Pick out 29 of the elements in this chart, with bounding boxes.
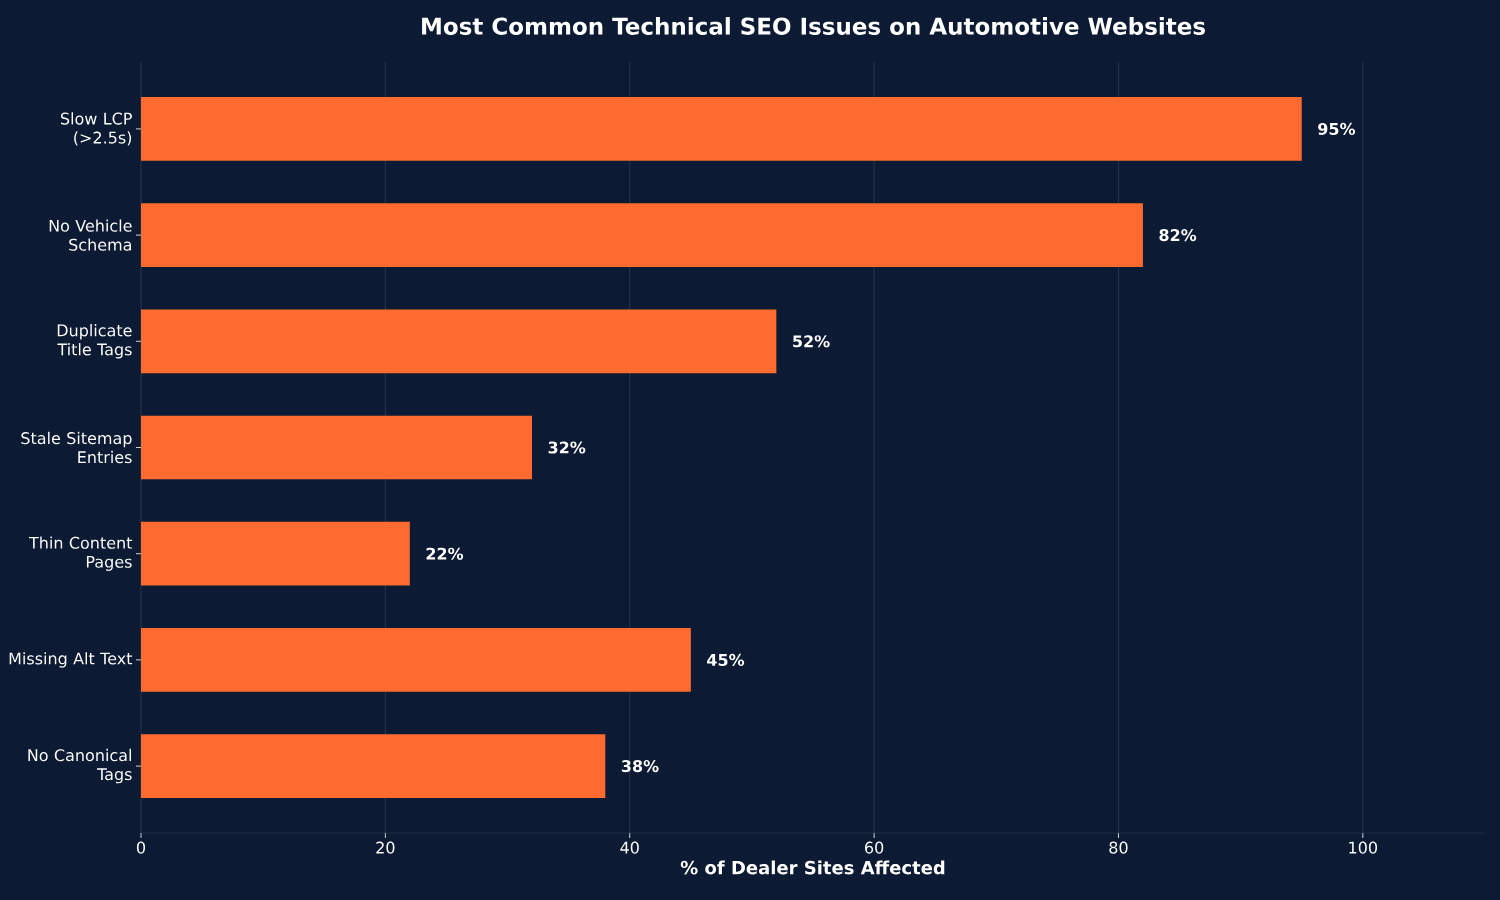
y-tick-label: Duplicate Title Tags bbox=[57, 324, 132, 359]
data-label: 82% bbox=[1159, 229, 1197, 242]
data-label: 22% bbox=[426, 547, 464, 560]
data-label: 52% bbox=[793, 335, 830, 348]
chart-title: Most Common Technical SEO Issues on Automotive Websites bbox=[422, 17, 1205, 35]
bar bbox=[141, 97, 1302, 161]
x-tick-label: 100 bbox=[1349, 841, 1378, 854]
y-tick-label: Thin Content Pages bbox=[28, 536, 133, 571]
bar bbox=[141, 734, 606, 798]
x-axis-title: % of Dealer Sites Affected bbox=[680, 860, 945, 875]
y-tick-label: No Canonical Tags bbox=[28, 748, 132, 784]
data-label: 45% bbox=[707, 653, 745, 666]
bar bbox=[141, 309, 777, 374]
y-tick-label: Slow LCP (>2.5s) bbox=[60, 112, 132, 146]
bar bbox=[141, 415, 532, 480]
data-label: 32% bbox=[548, 441, 586, 454]
bar bbox=[141, 521, 410, 586]
x-tick-label: 80 bbox=[1109, 841, 1128, 854]
bar bbox=[141, 628, 691, 692]
x-tick-label: 20 bbox=[376, 841, 395, 854]
y-tick-label: No Vehicle Schema bbox=[49, 219, 132, 251]
x-tick-label: 40 bbox=[620, 841, 639, 854]
bar bbox=[141, 203, 1143, 267]
x-tick-label: 60 bbox=[865, 841, 884, 854]
y-tick-label: Missing Alt Text bbox=[9, 652, 133, 668]
data-label: 38% bbox=[621, 760, 659, 773]
y-tick-label: Stale Sitemap Entries bbox=[21, 431, 132, 464]
x-tick-label: 0 bbox=[136, 841, 146, 854]
data-label: 95% bbox=[1318, 122, 1356, 135]
